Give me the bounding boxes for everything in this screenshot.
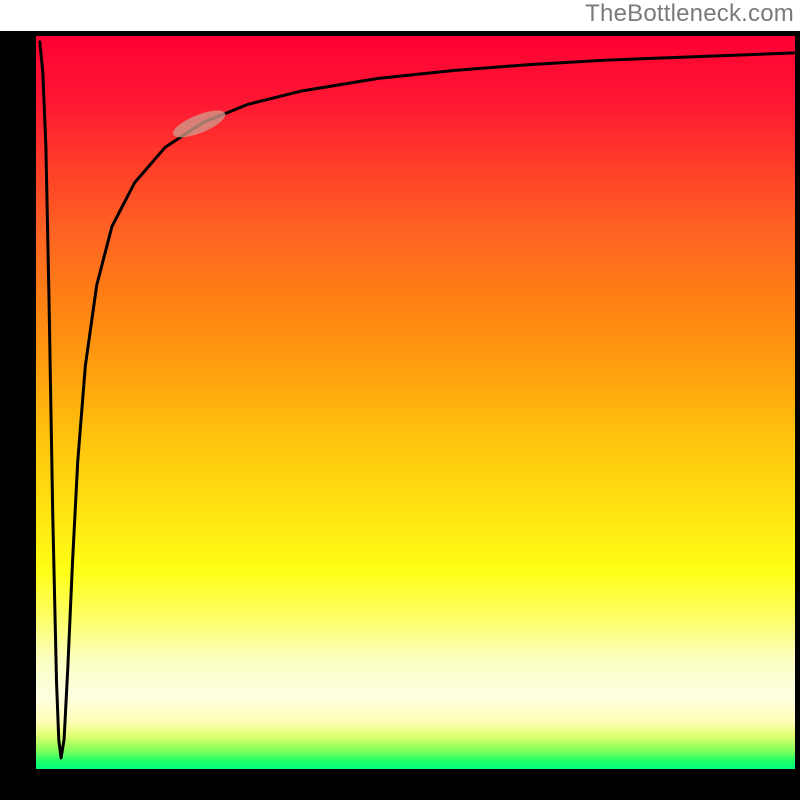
bottom-margin bbox=[0, 774, 800, 800]
plot-area bbox=[0, 0, 800, 800]
left-margin bbox=[0, 31, 31, 800]
watermark-text: TheBottleneck.com bbox=[585, 0, 794, 28]
chart-container: TheBottleneck.com bbox=[0, 0, 800, 800]
chart-svg bbox=[0, 0, 800, 800]
gradient-background bbox=[36, 36, 795, 769]
